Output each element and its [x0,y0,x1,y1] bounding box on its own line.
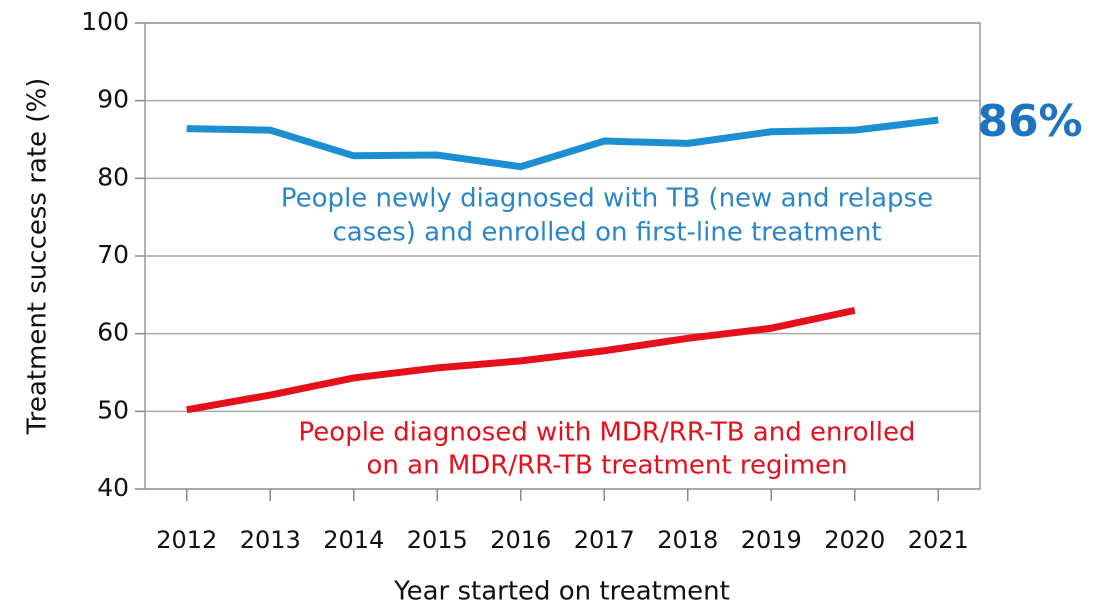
y-tick-label: 70 [97,240,129,269]
x-axis-label: Year started on treatment [393,577,730,606]
x-tick-label: 2014 [323,526,384,554]
annotation: cases) and enrolled on first-line treatm… [332,218,881,248]
y-tick-label: 50 [97,395,129,424]
series-line [186,306,856,414]
annotation: People diagnosed with MDR/RR-TB and enro… [299,418,916,448]
x-tick-label: 2015 [407,526,468,554]
annotation: on an MDR/RR-TB treatment regimen [367,451,848,481]
annotation: People newly diagnosed with TB (new and … [281,184,933,214]
x-tick-label: 2020 [824,526,885,554]
x-tick-label: 2021 [908,526,969,554]
series-line [186,116,939,171]
y-tick-label: 90 [97,85,129,114]
x-tick-label: 2019 [741,526,802,554]
x-tick-label: 2016 [490,526,551,554]
y-tick-label: 40 [97,473,129,502]
y-tick-label: 80 [97,162,129,191]
x-tick-label: 2018 [657,526,718,554]
x-tick-label: 2012 [156,526,217,554]
annotation: 86% [977,96,1082,147]
y-tick-label: 100 [81,7,129,36]
y-axis-label: Treatment success rate (%) [23,78,53,436]
plot-frame [144,22,981,490]
y-tick-label: 60 [97,318,129,347]
x-tick-label: 2017 [574,526,635,554]
x-tick-label: 2013 [240,526,301,554]
